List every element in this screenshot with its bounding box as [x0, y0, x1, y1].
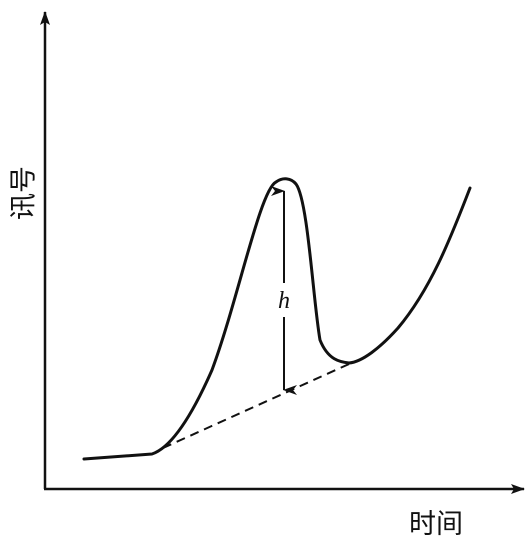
- baseline-dashed: [162, 363, 350, 449]
- x-axis-label: 时间: [409, 509, 463, 540]
- peak-height-label-bg: [273, 283, 295, 317]
- peak-height-label: h: [278, 288, 290, 314]
- y-axis-label: 讯号: [9, 166, 40, 220]
- signal-curve: [82, 177, 472, 461]
